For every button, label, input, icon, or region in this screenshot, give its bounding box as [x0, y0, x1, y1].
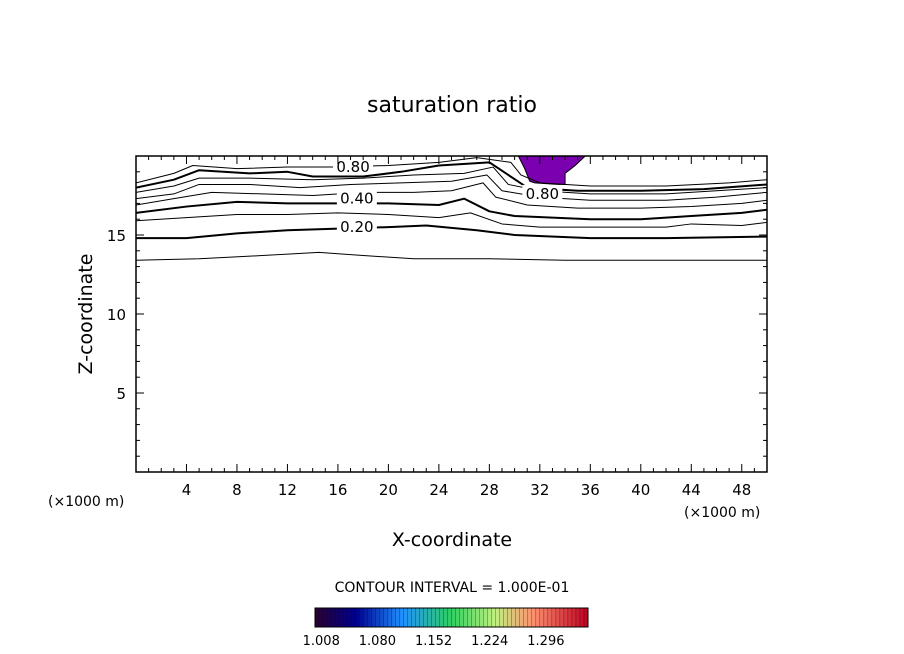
supersaturated-region-layer: [517, 156, 587, 185]
x-unit-left: (×1000 m): [48, 494, 124, 510]
contour-label-bg: [333, 158, 374, 175]
contour-label-bg: [336, 189, 377, 206]
contour-label-bg: [336, 218, 377, 235]
contour-label: 0.80: [336, 158, 369, 176]
contour-line: [136, 197, 767, 221]
contour-interval-text: CONTOUR INTERVAL = 1.000E-01: [335, 580, 570, 596]
x-tick-label: 12: [278, 481, 297, 499]
x-tick-label: 8: [232, 481, 242, 499]
x-axis-ticks: 4 8 12 16 20 24 28 32 36 40 44 48: [148, 156, 755, 499]
contour-line: [136, 174, 767, 201]
contour-line: [136, 182, 767, 209]
contour-label-bg: [522, 184, 563, 201]
x-tick-label: 24: [429, 481, 448, 499]
x-tick-label: 40: [631, 481, 650, 499]
colorbar-label: 1.080: [359, 634, 396, 649]
colorbar-labels: 1.008 1.080 1.152 1.224 1.296: [303, 634, 565, 649]
colorbar-label: 1.296: [527, 634, 564, 649]
colorbar-label: 1.152: [415, 634, 452, 649]
contour-line: [136, 157, 767, 187]
x-axis-label: X-coordinate: [392, 529, 512, 551]
contour-label: 0.40: [340, 190, 373, 208]
contour-label: 0.20: [340, 218, 373, 236]
y-tick-label: 10: [107, 306, 126, 324]
x-tick-label: 20: [379, 481, 398, 499]
x-tick-label: 16: [328, 481, 347, 499]
x-tick-label: 36: [581, 481, 600, 499]
colorbar-label: 1.224: [471, 634, 508, 649]
supersaturated-region: [517, 156, 587, 185]
x-tick-label: 48: [732, 481, 751, 499]
y-axis-label: Z-coordinate: [75, 254, 97, 375]
contour-lines-layer: [136, 157, 767, 261]
x-tick-label: 4: [182, 481, 192, 499]
y-axis-ticks: 5 10 15: [107, 171, 767, 457]
contour-label: 0.80: [526, 185, 559, 203]
x-tick-label: 32: [530, 481, 549, 499]
y-tick-label: 5: [116, 385, 126, 403]
contour-line: [136, 212, 767, 228]
chart-title: saturation ratio: [367, 93, 537, 118]
contour-labels-layer: 0.80 0.40 0.20 0.80: [333, 158, 563, 236]
colorbar-stripes: [318, 608, 585, 627]
x-tick-label: 28: [480, 481, 499, 499]
x-unit-right: (×1000 m): [684, 505, 760, 521]
contour-line: [136, 224, 767, 240]
x-tick-label: 44: [682, 481, 701, 499]
contour-line: [136, 166, 767, 195]
contour-line: [136, 161, 767, 192]
contour-line: [136, 251, 767, 261]
colorbar-label: 1.008: [303, 634, 340, 649]
y-tick-label: 15: [107, 227, 126, 245]
